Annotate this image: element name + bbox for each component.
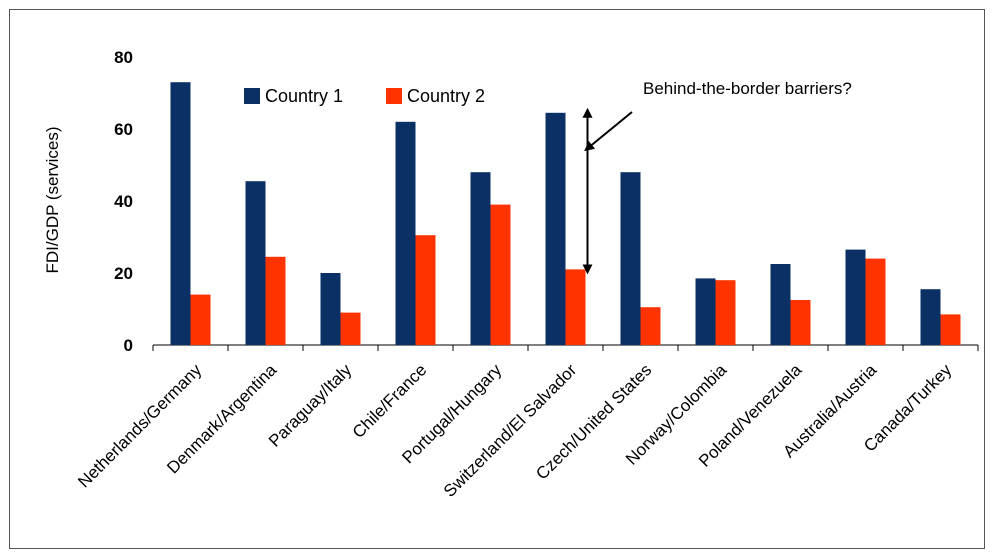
bar-country-2-2 — [340, 312, 361, 345]
legend-label-2: Country 2 — [407, 86, 485, 106]
bar-country-1-9 — [845, 249, 866, 345]
bar-country-1-10 — [920, 289, 941, 345]
bar-country-2-6 — [640, 307, 661, 345]
bar-country-2-1 — [265, 256, 286, 345]
legend: Country 1 Country 2 — [244, 86, 485, 106]
axes: 020406080Netherlands/GermanyDenmark/Arge… — [74, 48, 979, 501]
x-tick-label-0: Netherlands/Germany — [74, 360, 205, 491]
bar-country-2-5 — [565, 269, 586, 345]
y-tick-label-1: 20 — [114, 264, 133, 283]
bar-country-1-6 — [620, 172, 641, 345]
y-tick-label-2: 40 — [114, 192, 133, 211]
legend-swatch-2 — [386, 88, 402, 104]
bar-country-1-8 — [770, 264, 791, 345]
annotation-text: Behind-the-border barriers? — [643, 79, 852, 98]
bar-country-2-3 — [415, 235, 436, 345]
bar-country-1-4 — [470, 172, 491, 345]
bar-country-2-10 — [940, 314, 961, 345]
pointer-arrow — [584, 111, 633, 152]
bar-country-1-0 — [170, 82, 191, 345]
bar-country-1-2 — [320, 273, 341, 345]
y-tick-label-3: 60 — [114, 120, 133, 139]
bars — [170, 82, 961, 345]
legend-label-1: Country 1 — [265, 86, 343, 106]
bar-country-2-7 — [715, 280, 736, 345]
bar-country-1-3 — [395, 121, 416, 345]
legend-swatch-1 — [244, 88, 260, 104]
bar-country-2-4 — [490, 204, 511, 345]
x-tick-label-5: Switzerland/El Salvador — [440, 360, 581, 501]
bar-country-2-8 — [790, 300, 811, 345]
y-axis-label: FDI/GDP (services) — [43, 126, 62, 273]
bar-country-1-1 — [245, 181, 266, 345]
bar-country-1-5 — [545, 112, 566, 345]
bar-country-1-7 — [695, 278, 716, 345]
y-tick-label-0: 0 — [124, 336, 133, 355]
bar-country-2-9 — [865, 258, 886, 345]
bar-country-2-0 — [190, 294, 211, 345]
y-tick-label-4: 80 — [114, 48, 133, 67]
x-tick-label-3: Chile/France — [349, 360, 431, 442]
annotation: Behind-the-border barriers? — [582, 79, 852, 275]
